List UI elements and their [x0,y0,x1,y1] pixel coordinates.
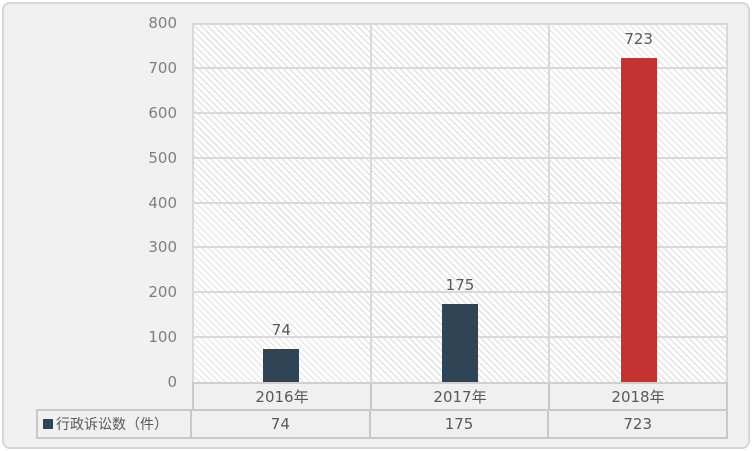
legend-cell: 行政诉讼数（件） [38,411,192,437]
gridline-v-2 [548,23,551,382]
gridline-v-1 [369,23,372,382]
table-value-0: 74 [192,411,371,437]
category-label-0: 2016年 [194,384,372,409]
legend-swatch-icon [43,419,53,429]
gridline-h-400 [192,202,728,204]
bar-2018年 [620,57,657,382]
gridline-h-300 [192,246,728,248]
category-label-2: 2018年 [611,388,665,406]
gridline-h-500 [192,157,728,159]
legend-label: 行政诉讼数（件） [56,417,168,433]
gridline-v-3 [726,23,728,382]
bar-2016年 [263,348,300,382]
category-label-1: 2017年 [372,384,550,409]
bar-2017年 [442,303,478,382]
data-table-row: 行政诉讼数（件） 74 175 723 [36,409,728,439]
bar-value-label: 723 [624,29,653,48]
bar-value-label: 175 [445,275,475,294]
table-value-2: 723 [623,415,652,433]
x-axis-category-row: 2016年 2017年 2018年 [192,382,728,409]
bar-value-label: 74 [271,320,291,339]
table-value-1: 175 [371,411,550,437]
gridline-h-200 [192,291,728,293]
gridline-h-800 [192,23,728,25]
plot-area: 74 175 723 [192,23,728,382]
gridline-h-600 [192,112,728,114]
gridline-v-0 [192,23,194,382]
gridline-h-700 [192,67,728,69]
